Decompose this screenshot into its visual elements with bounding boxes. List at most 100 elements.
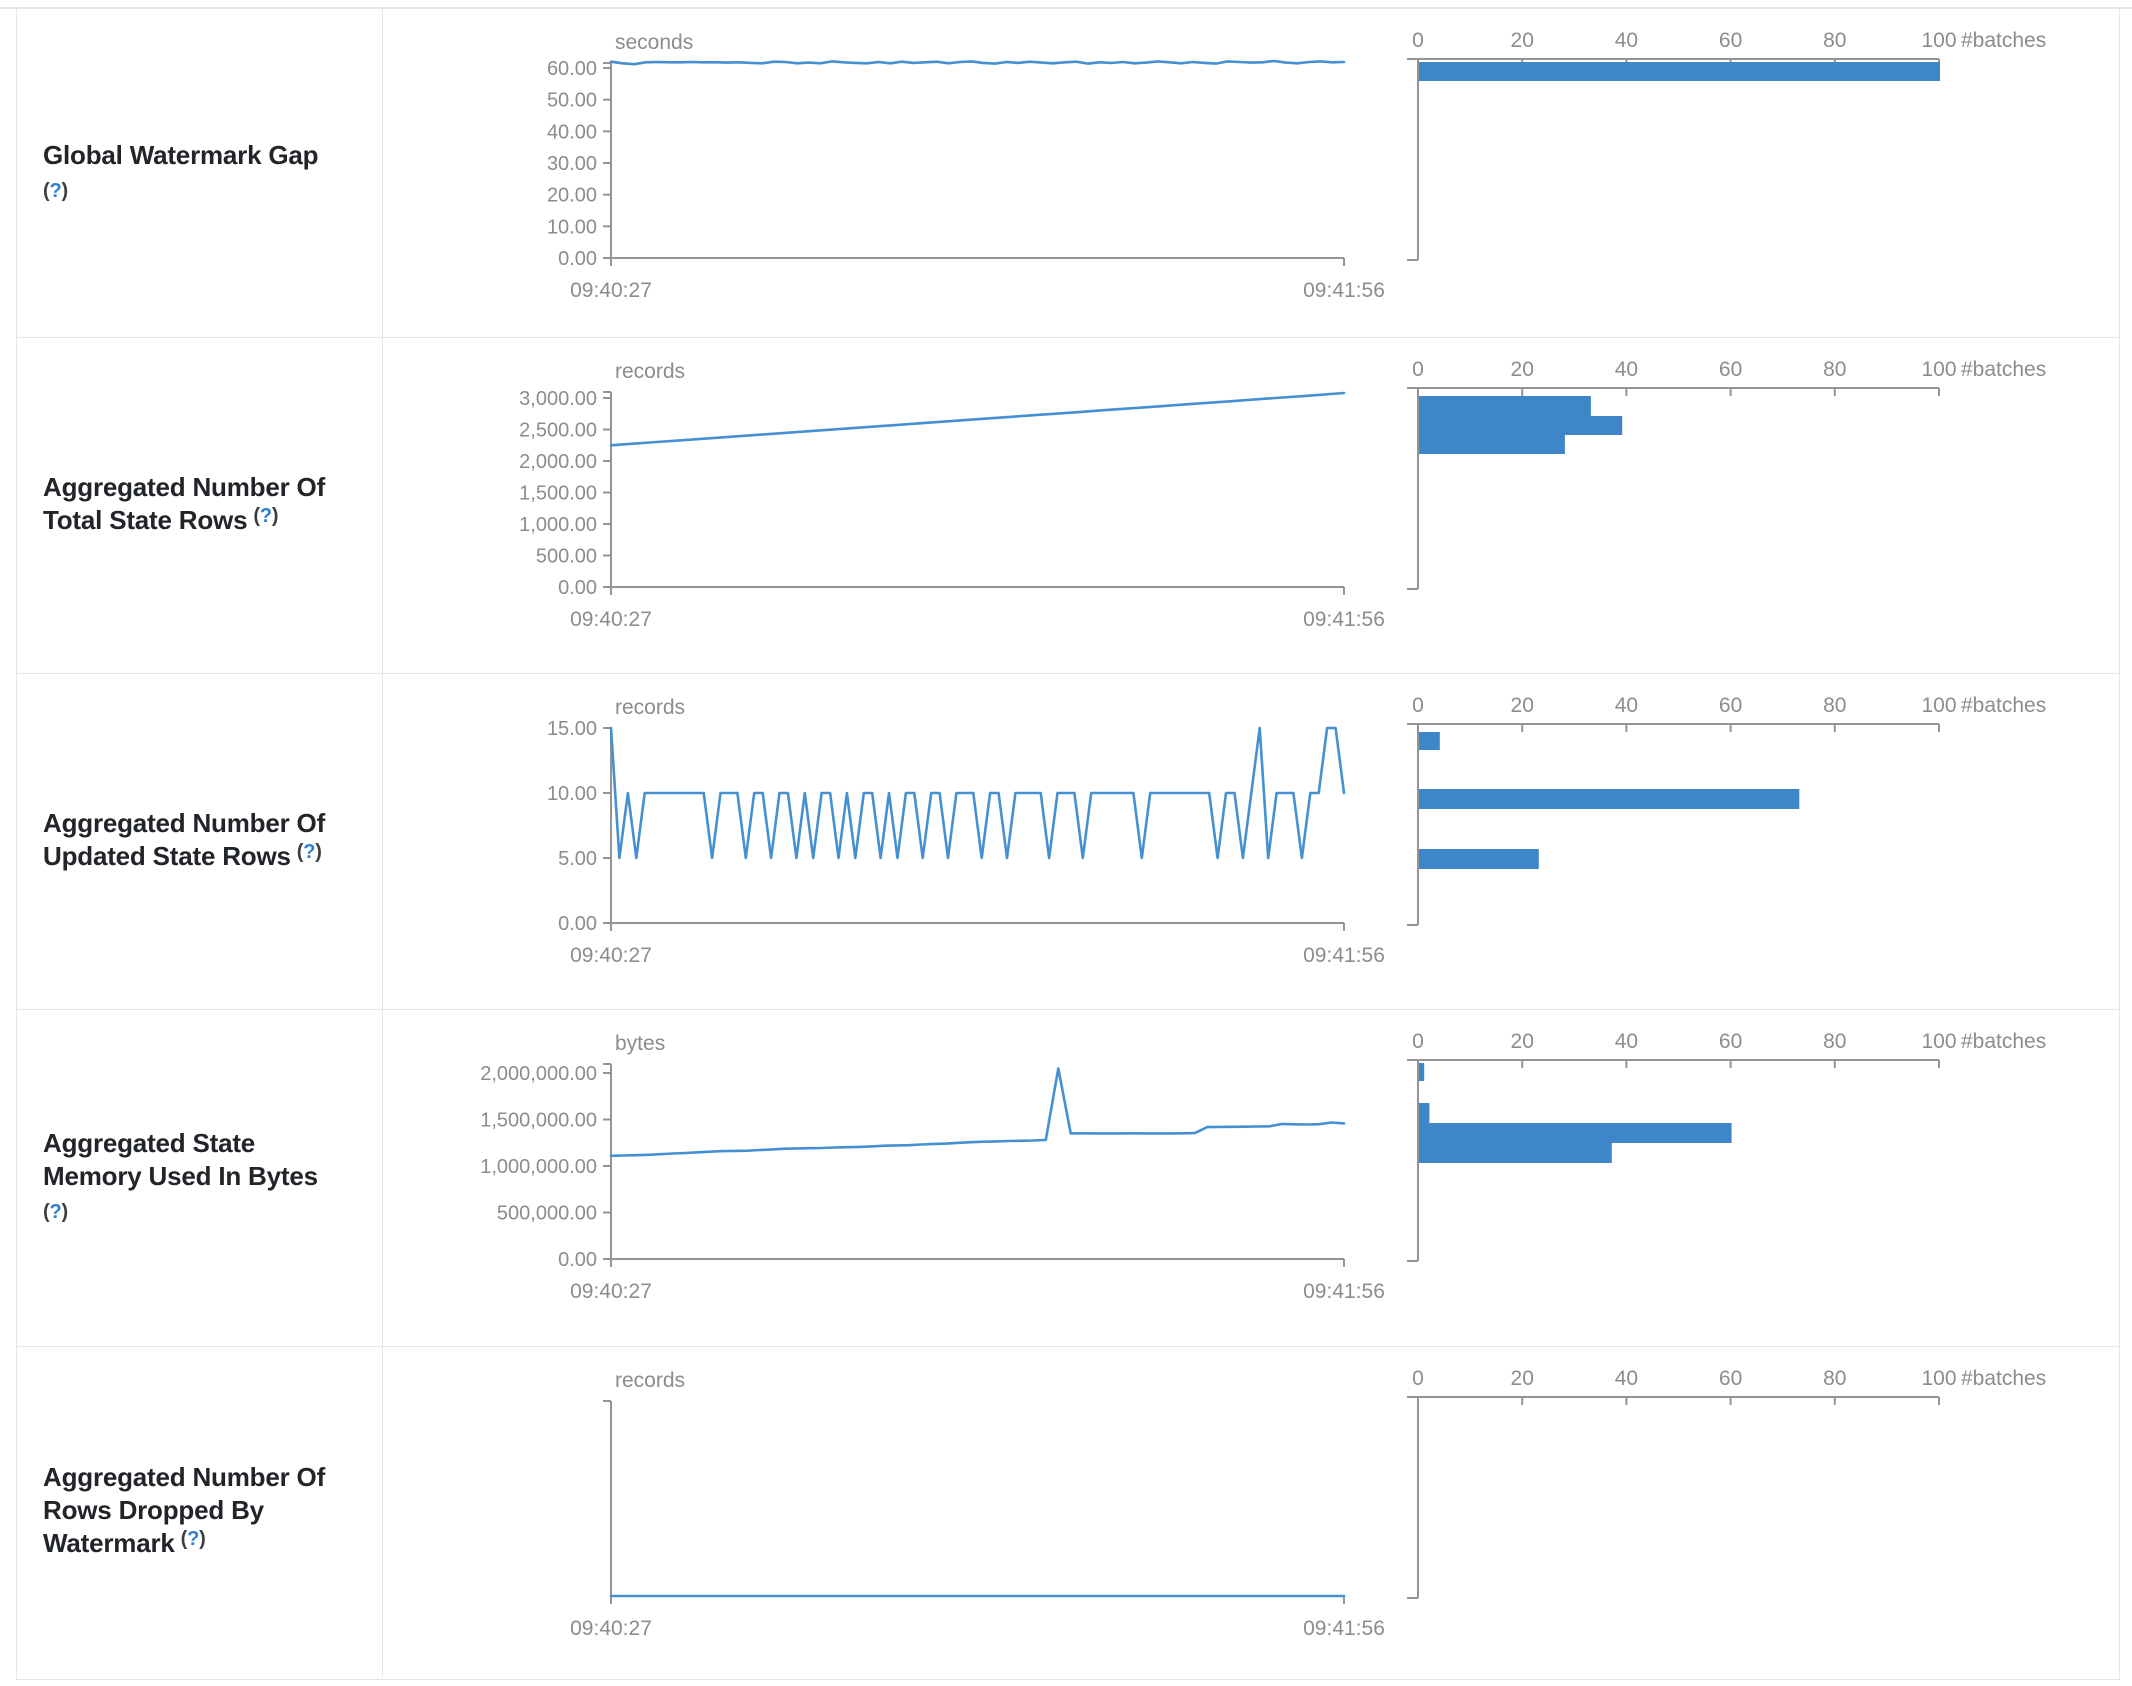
histogram-x-tick-label: 60 (1719, 29, 1742, 52)
histogram-x-tick-label: 0 (1412, 694, 1424, 717)
metric-label-line: Aggregated Number Of (43, 1462, 326, 1492)
metric-label-line: Watermark (43, 1528, 175, 1558)
help-tooltip-link[interactable]: (?) (253, 505, 278, 527)
metric-charts-cell: bytes 0.00 500,000.00 1,000,000.00 1,500,000… (383, 1010, 2119, 1346)
metric-label-line: Aggregated State (43, 1128, 256, 1158)
x-axis-end-label: 09:41:56 (1303, 944, 1385, 967)
x-axis-start-label: 09:40:27 (570, 608, 652, 631)
histogram-chart: 0 20 40 60 80 100 #batches (1407, 1367, 2046, 1599)
x-axis-end-label: 09:41:56 (1303, 1280, 1385, 1303)
metric-row: Aggregated Number Of Rows Dropped By Water… (17, 1346, 2119, 1677)
help-tooltip-link[interactable]: (?) (43, 1196, 68, 1229)
y-axis-tick-label: 2,500.00 (519, 420, 597, 442)
metric-row: Aggregated Number Of Updated State Rows (?… (17, 673, 2119, 1009)
y-axis-tick-label: 3,000.00 (519, 388, 597, 410)
x-axis-start-label: 09:40:27 (570, 944, 652, 967)
histogram-x-tick-label: 100 (1921, 694, 1956, 717)
metric-label-line: Rows Dropped By (43, 1495, 264, 1525)
y-axis-tick-label: 500,000.00 (497, 1203, 597, 1225)
question-mark-icon: ? (303, 841, 316, 863)
x-axis-start-label: 09:40:27 (570, 1617, 652, 1640)
histogram-x-tick-label: 60 (1719, 1030, 1742, 1053)
metric-charts-cell: records 09:40:27 09:41:56 0 20 40 60 80 100 #batc… (383, 1347, 2119, 1677)
histogram-bar (1419, 849, 1539, 869)
timeline-chart: records 0.00 500.00 1,000.00 1,500.00 2,000.0… (519, 360, 1385, 631)
timeline-chart: records 0.00 5.00 10.00 15.00 09:40:27 09:41:5… (547, 696, 1385, 967)
histogram-axis-title: #batches (1961, 1367, 2046, 1390)
histogram-x-tick-label: 100 (1921, 29, 1956, 52)
histogram-x-tick-label: 20 (1511, 29, 1534, 52)
y-axis-tick-label: 500.00 (536, 546, 597, 568)
histogram-x-tick-label: 40 (1615, 694, 1638, 717)
y-axis-tick-label: 0.00 (558, 577, 597, 599)
statistics-table: Global Watermark Gap (?) seconds 0.00 10.00 2… (16, 8, 2120, 1680)
metric-charts-svg: records 0.00 5.00 10.00 15.00 09:40:27 09:41:5… (547, 694, 2046, 967)
y-axis-tick-label: 50.00 (547, 90, 597, 112)
x-axis-end-label: 09:41:56 (1303, 279, 1385, 302)
metric-label-cell: Aggregated Number Of Updated State Rows (?… (17, 674, 383, 1009)
question-mark-icon: ? (187, 1528, 200, 1550)
y-axis-tick-label: 1,500.00 (519, 483, 597, 505)
histogram-axis-title: #batches (1961, 694, 2046, 717)
histogram-x-tick-label: 0 (1412, 1367, 1424, 1390)
help-paren: ( (253, 505, 260, 527)
help-paren: ) (315, 841, 322, 863)
metric-row: Global Watermark Gap (?) seconds 0.00 10.00 2… (17, 9, 2119, 337)
timeline-series-line (609, 1067, 1346, 1158)
metric-charts-svg: records 0.00 500.00 1,000.00 1,500.00 2,000.0… (519, 358, 2046, 631)
histogram-x-tick-label: 40 (1615, 1030, 1638, 1053)
timeline-series-line (609, 726, 1346, 860)
help-paren: ( (43, 179, 50, 202)
x-axis-start-label: 09:40:27 (570, 1280, 652, 1303)
histogram-x-tick-label: 0 (1412, 1030, 1424, 1053)
histogram-bar (1419, 732, 1440, 750)
help-paren: ) (199, 1528, 206, 1550)
histogram-x-tick-label: 80 (1823, 694, 1846, 717)
y-axis-tick-label: 0.00 (558, 1249, 597, 1271)
histogram-bar (1419, 435, 1565, 454)
histogram-x-tick-label: 40 (1615, 29, 1638, 52)
histogram-bar (1419, 1143, 1612, 1163)
histogram-x-tick-label: 80 (1823, 29, 1846, 52)
metric-label-cell: Global Watermark Gap (?) (17, 9, 383, 337)
timeline-unit-label: bytes (615, 1032, 665, 1055)
histogram-x-tick-label: 100 (1921, 1030, 1956, 1053)
y-axis-tick-label: 0.00 (558, 913, 597, 935)
x-axis-end-label: 09:41:56 (1303, 1617, 1385, 1640)
histogram-x-tick-label: 20 (1511, 1030, 1534, 1053)
histogram-x-tick-label: 20 (1511, 694, 1534, 717)
timeline-unit-label: seconds (615, 31, 693, 54)
metric-label-line: Global Watermark Gap (43, 139, 319, 170)
x-axis-start-label: 09:40:27 (570, 279, 652, 302)
metric-label-line: Aggregated Number Of (43, 472, 326, 502)
help-paren: ) (271, 505, 279, 527)
metric-label-cell: Aggregated Number Of Rows Dropped By Water… (17, 1347, 383, 1677)
y-axis-tick-label: 10.00 (547, 216, 597, 238)
histogram-bar (1419, 416, 1623, 435)
metric-charts-svg: bytes 0.00 500,000.00 1,000,000.00 1,500,000… (480, 1030, 2046, 1303)
help-tooltip-link[interactable]: (?) (181, 1528, 206, 1550)
histogram-chart: 0 20 40 60 80 100 #batches (1407, 694, 2046, 926)
y-axis-tick-label: 15.00 (547, 718, 597, 740)
question-mark-icon: ? (259, 505, 272, 527)
y-axis-tick-label: 2,000,000.00 (480, 1063, 597, 1085)
help-paren: ) (61, 179, 69, 202)
help-paren: ( (180, 1528, 188, 1550)
timeline-unit-label: records (615, 360, 685, 383)
metric-charts-cell: records 0.00 500.00 1,000.00 1,500.00 2,000.0… (383, 338, 2119, 673)
help-tooltip-link[interactable]: (?) (297, 841, 322, 863)
metric-row: Aggregated Number Of Total State Rows (?) r… (17, 337, 2119, 673)
histogram-x-tick-label: 100 (1921, 1367, 1956, 1390)
histogram-x-tick-label: 80 (1823, 1367, 1846, 1390)
timeline-unit-label: records (615, 696, 685, 719)
histogram-x-tick-label: 20 (1511, 1367, 1534, 1390)
histogram-x-tick-label: 80 (1823, 358, 1846, 381)
histogram-x-tick-label: 0 (1412, 358, 1424, 381)
y-axis-tick-label: 1,500,000.00 (480, 1110, 597, 1132)
help-tooltip-link[interactable]: (?) (43, 175, 68, 208)
y-axis-tick-label: 60.00 (547, 58, 597, 80)
histogram-chart: 0 20 40 60 80 100 #batches (1407, 29, 2046, 261)
metric-label: Aggregated Number Of Total State Rows (?) (43, 471, 382, 540)
histogram-chart: 0 20 40 60 80 100 #batches (1407, 358, 2046, 590)
